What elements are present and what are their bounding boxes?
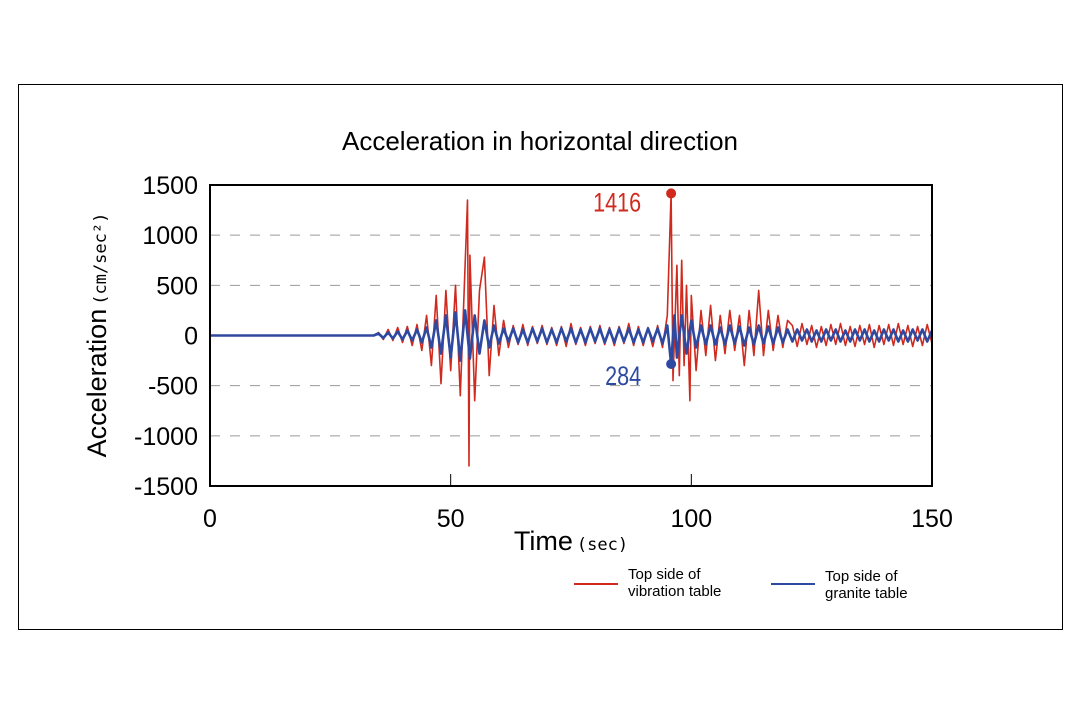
y-label-unit: (cm/sec²)	[91, 213, 111, 305]
y-tick-label: 1000	[142, 222, 198, 250]
y-tick-label: -500	[148, 373, 198, 401]
legend-label-granite-line1: Top side of	[825, 568, 898, 585]
x-label-text: Time	[514, 526, 573, 556]
plot-area-border	[209, 184, 933, 487]
series-line-granite-table	[210, 309, 934, 366]
y-tick-label: 500	[156, 272, 198, 300]
legend-label-vibration-line1: Top side of	[628, 566, 701, 583]
svg-text:Acceleration(cm/sec²): Acceleration (cm/sec²)	[82, 213, 112, 458]
annotations: 1416 284	[593, 188, 677, 392]
y-tick-label: 1500	[142, 172, 198, 200]
annotation-marker	[666, 358, 677, 369]
chart-title: Acceleration in horizontal direction	[342, 126, 738, 156]
figure-frame	[18, 84, 1063, 630]
annotation-label: 1416	[593, 188, 641, 218]
annotation-label: 284	[605, 362, 641, 392]
x-label-unit: (sec)	[577, 535, 628, 555]
legend: Top side of vibration table Top side of gr…	[574, 566, 908, 602]
x-tick-label: 50	[437, 505, 465, 533]
y-tick-label: 0	[184, 323, 198, 351]
gridlines	[210, 234, 932, 437]
x-tick-label: 150	[911, 505, 953, 533]
y-tick-label: -1000	[134, 423, 198, 451]
x-axis-label: Time (sec)	[514, 526, 628, 556]
x-tick-label: 100	[670, 505, 712, 533]
legend-label-granite-line2: granite table	[825, 585, 908, 602]
legend-label-vibration-line2: vibration table	[628, 583, 721, 600]
series-lines	[210, 192, 934, 467]
y-axis-label: Acceleration (cm/sec²)	[82, 213, 112, 458]
y-tick-label: -1500	[134, 473, 198, 501]
annotation-marker	[666, 188, 677, 199]
y-label-text: Acceleration	[82, 309, 112, 458]
x-tick-labels: 0 50 100 150	[203, 474, 953, 533]
y-tick-labels: 1500 1000 500 0 -500 -1000 -1500	[134, 172, 198, 501]
x-tick-label: 0	[203, 505, 217, 533]
